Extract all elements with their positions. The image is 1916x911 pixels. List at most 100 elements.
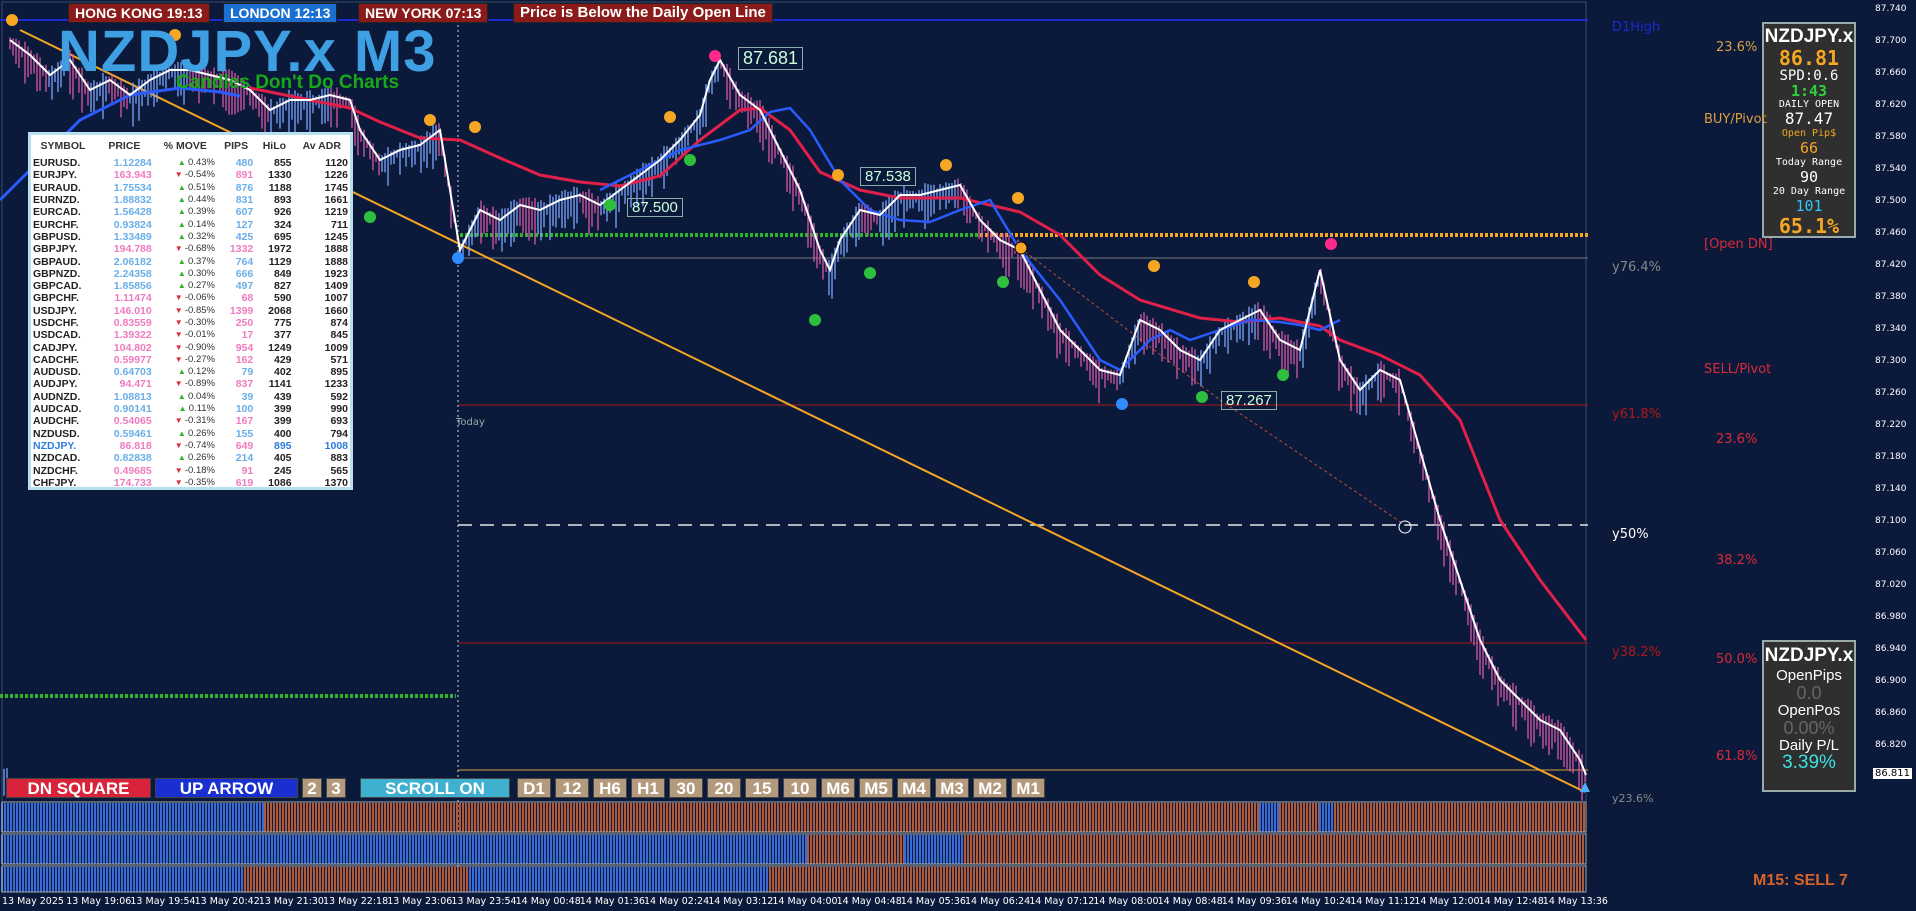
move-value: 0.30%	[188, 267, 215, 279]
table-cell: ▼ -0.85%	[154, 305, 217, 317]
table-cell: 1.08813	[113, 390, 152, 403]
table-row: GBPAUD. 2.06182 ▲ 0.37% 764 1129 1888	[31, 255, 350, 268]
table-cell: 666	[235, 267, 254, 280]
table-cell: NZDCHF.	[33, 464, 78, 477]
tf-button-30[interactable]: 30	[669, 778, 703, 798]
table-cell: 480	[235, 157, 254, 170]
tf-button-10[interactable]: 10	[783, 778, 817, 798]
table-cell: GBPJPY.	[33, 243, 78, 256]
y-axis-label: 87.620	[1875, 100, 1907, 110]
session-0: HONG KONG 19:13	[68, 3, 210, 23]
table-cell: 590	[274, 292, 292, 305]
table-cell: 1219	[324, 206, 348, 219]
table-cell: 2068	[268, 304, 292, 317]
table-row: GBPNZD. 2.24358 ▲ 0.30% 666 849 1923	[31, 268, 350, 280]
y-axis-label: 87.220	[1875, 420, 1907, 430]
tf-button-M5[interactable]: M5	[859, 778, 893, 798]
table-cell: 1745	[324, 181, 348, 194]
ma-blue-fast	[599, 106, 1341, 372]
n2-button[interactable]: 2	[302, 778, 322, 798]
y-axis-label: 87.060	[1875, 548, 1907, 558]
table-cell: AUDNZD.	[33, 390, 81, 403]
dn-square-button[interactable]: DN SQUARE	[6, 778, 151, 798]
pos-open-pos: 0.00%	[1783, 718, 1835, 738]
tf-button-12[interactable]: 12	[555, 778, 589, 798]
table-cell: 1007	[324, 292, 348, 305]
table-cell: ▲ 0.04%	[154, 391, 217, 403]
info-timer: 1:43	[1790, 82, 1828, 100]
table-row: AUDUSD. 0.64703 ▲ 0.12% 79 402 895	[31, 366, 350, 378]
table-cell: 891	[235, 169, 254, 182]
y-axis-label: 87.500	[1875, 196, 1907, 206]
table-cell: ▲ 0.51%	[154, 182, 217, 194]
move-value: 0.27%	[188, 280, 215, 292]
table-row: NZDUSD. 0.59461 ▲ 0.26% 155 400 794	[31, 428, 350, 440]
tf-button-M2[interactable]: M2	[973, 778, 1007, 798]
table-row: EURUSD. 1.12284 ▲ 0.43% 480 855 1120	[31, 157, 350, 169]
table-cell: 127	[235, 218, 254, 231]
table-cell: USDCHF.	[33, 317, 79, 329]
move-value: 0.12%	[188, 366, 215, 378]
table-cell: 100	[235, 403, 254, 416]
table-cell: 245	[274, 464, 292, 477]
table-cell: 592	[330, 390, 348, 403]
table-cell: 893	[274, 194, 292, 207]
info-panel: NZDJPY.x 86.81 SPD:0.6 1:43 DAILY OPEN 8…	[1762, 22, 1856, 238]
x-axis-label: 14 May 11:12	[1350, 896, 1416, 907]
chart-title: NZDJPY.x M3	[58, 19, 437, 84]
table-cell: 0.59977	[113, 353, 152, 366]
price-label-high: 87.681	[738, 47, 804, 70]
tf-button-M4[interactable]: M4	[897, 778, 931, 798]
table-cell: 104.802	[113, 341, 152, 354]
info-spread: SPD:0.6	[1779, 68, 1839, 84]
table-cell: 1141	[268, 378, 292, 391]
scroll-button[interactable]: SCROLL ON	[360, 778, 510, 798]
table-cell: 1008	[324, 439, 348, 452]
fib-y618: y61.8%	[1612, 407, 1661, 422]
tf-button-H1[interactable]: H1	[631, 778, 665, 798]
tf-button-M3[interactable]: M3	[935, 778, 969, 798]
table-cell: EURAUD.	[33, 181, 81, 194]
fib-buy-pivot: BUY/Pivot	[1704, 112, 1767, 127]
move-value: 0.32%	[188, 230, 215, 242]
down-triangle-icon: ▼	[174, 379, 185, 389]
price-line	[9, 39, 1587, 776]
n3-button[interactable]: 3	[326, 778, 346, 798]
x-axis-label: 14 May 08:48	[1157, 896, 1223, 907]
fib-sell-pivot: SELL/Pivot	[1704, 362, 1772, 377]
table-cell: CHFJPY.	[33, 476, 77, 489]
up-arrow-button[interactable]: UP ARROW	[155, 778, 298, 798]
slogan: Candles Don't Do Charts	[176, 72, 400, 93]
y-axis-label: 87.140	[1875, 484, 1907, 494]
down-triangle-icon: ▼	[174, 170, 185, 180]
tf-button-D1[interactable]: D1	[517, 778, 551, 798]
y-axis-label: 86.860	[1875, 708, 1907, 718]
table-row: EURJPY. 163.943 ▼ -0.54% 891 1330 1226	[31, 169, 350, 181]
x-axis-label: 14 May 01:36	[579, 896, 645, 907]
tf-button-20[interactable]: 20	[707, 778, 741, 798]
up-triangle-icon: ▲	[177, 158, 189, 168]
table-cell: 1.11474	[114, 292, 152, 305]
table-cell: 1.56428	[113, 206, 152, 219]
symbol-table: SYMBOL PRICE % MOVE PIPS HiLo Av ADR EURUSD. 1…	[28, 132, 353, 490]
table-cell: ▲ 0.14%	[154, 218, 217, 230]
day20-value: 101	[1795, 197, 1823, 215]
tf-button-H6[interactable]: H6	[593, 778, 627, 798]
tf-button-15[interactable]: 15	[745, 778, 779, 798]
table-cell: 1923	[324, 267, 348, 280]
table-cell: 402	[274, 366, 292, 379]
tf-button-M6[interactable]: M6	[821, 778, 855, 798]
table-row: EURNZD. 1.88832 ▲ 0.44% 831 893 1661	[31, 194, 350, 206]
table-cell: ▼ -0.18%	[154, 464, 217, 476]
table-cell: GBPNZD.	[33, 267, 81, 280]
table-cell: 167	[235, 415, 254, 428]
table-cell: AUDUSD.	[33, 366, 81, 379]
tf-button-M1[interactable]: M1	[1011, 778, 1045, 798]
table-cell: 146.010	[113, 304, 152, 317]
table-cell: 1086	[268, 476, 292, 489]
table-cell: 1120	[325, 157, 348, 170]
move-value: -0.01%	[184, 329, 215, 341]
table-cell: ▼ -0.90%	[154, 341, 217, 353]
table-cell: ▲ 0.11%	[154, 403, 217, 415]
